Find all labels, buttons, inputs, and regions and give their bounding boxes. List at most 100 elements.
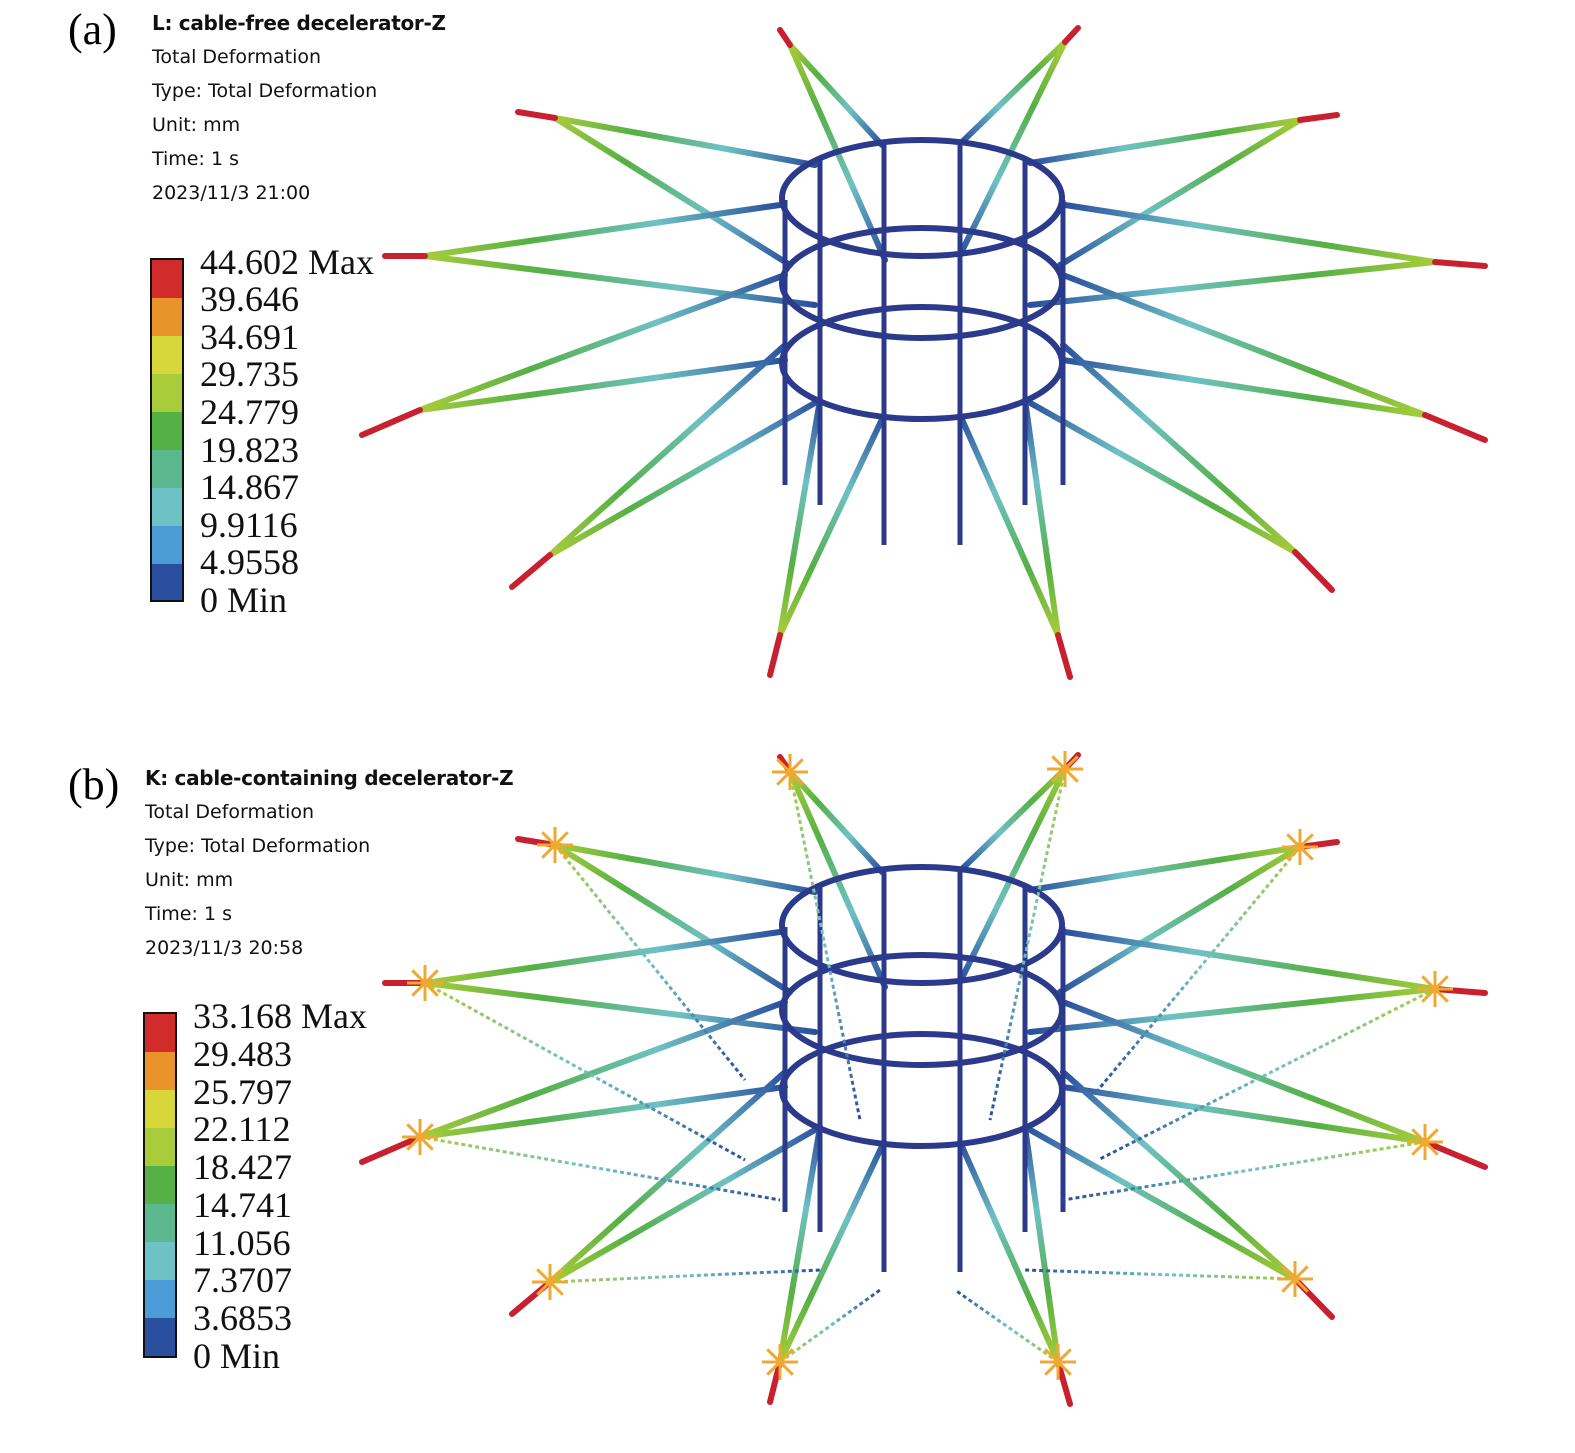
constraint-marker	[772, 754, 808, 790]
legend-label: 18.427	[193, 1147, 292, 1187]
arm-beam	[1062, 929, 1438, 992]
legend-swatch	[152, 450, 182, 488]
legend-bar	[150, 258, 184, 602]
cable	[788, 771, 862, 1121]
legend-swatch	[152, 374, 182, 412]
arm-beam	[1057, 844, 1303, 995]
cable	[424, 981, 746, 1162]
arm-beam	[957, 412, 1061, 638]
arm-beam	[1027, 259, 1438, 308]
legend-label: 14.867	[200, 467, 299, 507]
arm-beam	[1060, 342, 1298, 555]
legend-label: 29.735	[200, 354, 299, 394]
arm-beam	[777, 397, 823, 638]
legend-label: 25.797	[193, 1072, 292, 1112]
arm-tip	[509, 552, 553, 590]
cable	[1096, 846, 1302, 1091]
legend-label: 14.741	[193, 1185, 292, 1225]
arm-tip	[1062, 25, 1081, 45]
arm-tip	[767, 1359, 783, 1405]
support-ring	[779, 952, 1065, 1068]
arm-beam	[1027, 117, 1303, 166]
arm-beam	[959, 39, 1068, 145]
support-ring	[779, 304, 1065, 422]
constraint-marker	[1277, 1261, 1313, 1297]
arm-beam	[1022, 397, 1061, 638]
panel-label: (a)	[68, 5, 117, 54]
analysis-title: K: cable-containing decelerator-Z	[145, 766, 514, 790]
arm-beam	[1022, 397, 1298, 555]
arm-beam	[422, 202, 783, 259]
legend-swatch	[152, 336, 182, 374]
arm-beam	[777, 1124, 823, 1365]
legend-label: 0 Min	[200, 580, 288, 620]
result-unit: Unit: mm	[145, 869, 234, 891]
arm-beam	[957, 39, 1068, 258]
color-legend: 33.168 Max 29.483 25.797 22.112 18.427 1…	[143, 998, 408, 1374]
arm-beam	[547, 397, 823, 558]
support-ring	[779, 864, 1065, 986]
legend-swatch	[152, 412, 182, 450]
arm-beam	[552, 115, 818, 168]
legend-swatch	[152, 526, 182, 564]
arm-tip	[1422, 1139, 1488, 1170]
legend-swatch	[145, 1242, 175, 1280]
arm-tip	[767, 632, 783, 678]
constraint-marker	[402, 1119, 438, 1155]
legend-swatch	[145, 1318, 175, 1356]
cable	[1024, 1268, 1296, 1281]
legend-label: 9.9116	[200, 505, 298, 545]
arm-tip	[1292, 549, 1335, 593]
result-name: Total Deformation	[145, 801, 315, 823]
panel-b: (b) K: cable-containing decelerator-Z To…	[0, 727, 1575, 1453]
legend-swatch	[152, 564, 182, 600]
legend-label: 44.602 Max	[200, 242, 374, 282]
decelerator-model-a	[359, 25, 1488, 680]
arm-beam	[422, 980, 818, 1035]
constraint-marker	[532, 1264, 568, 1300]
arm-beam	[1060, 1084, 1428, 1145]
legend-swatch	[145, 1280, 175, 1318]
legend-swatch	[145, 1204, 175, 1242]
arm-tip	[1297, 112, 1340, 123]
arm-beam	[1060, 1069, 1298, 1282]
analysis-title: L: cable-free decelerator-Z	[152, 11, 446, 35]
result-time: Time: 1 s	[152, 148, 239, 170]
arm-beam	[1027, 986, 1438, 1035]
cable	[988, 768, 1067, 1121]
legend-swatch	[152, 298, 182, 336]
arm-beam	[787, 42, 885, 148]
legend-swatch	[145, 1014, 175, 1052]
legend-bar	[143, 1012, 177, 1358]
arm-tip	[1422, 412, 1488, 443]
cable	[553, 844, 747, 1081]
result-date: 2023/11/3 20:58	[145, 937, 304, 959]
arm-beam	[787, 769, 885, 875]
panel-label: (b)	[68, 760, 120, 809]
arm-tip	[1432, 259, 1488, 269]
legend-label: 19.823	[200, 430, 299, 470]
arm-beam	[552, 115, 793, 268]
result-type: Type: Total Deformation	[152, 80, 378, 102]
arm-beam	[547, 1124, 823, 1285]
decelerator-model-b	[359, 751, 1488, 1407]
legend-label: 11.056	[193, 1223, 291, 1263]
arm-tip	[1055, 632, 1073, 680]
arm-beam	[417, 1084, 788, 1140]
constraint-marker	[1417, 971, 1453, 1007]
arm-beam	[552, 842, 818, 895]
arm-beam	[422, 253, 818, 308]
arm-beam	[417, 999, 788, 1140]
legend-swatch	[152, 488, 182, 526]
arm-beam	[959, 766, 1068, 872]
support-ring	[779, 137, 1065, 259]
arm-beam	[417, 272, 788, 413]
constraint-marker	[1047, 751, 1083, 787]
arm-beam	[552, 842, 793, 995]
legend-swatch	[145, 1128, 175, 1166]
arm-tip	[777, 27, 793, 48]
cable	[549, 1268, 821, 1284]
arm-beam	[777, 1139, 887, 1365]
arm-beam	[1060, 357, 1428, 418]
arm-beam	[957, 1139, 1061, 1365]
